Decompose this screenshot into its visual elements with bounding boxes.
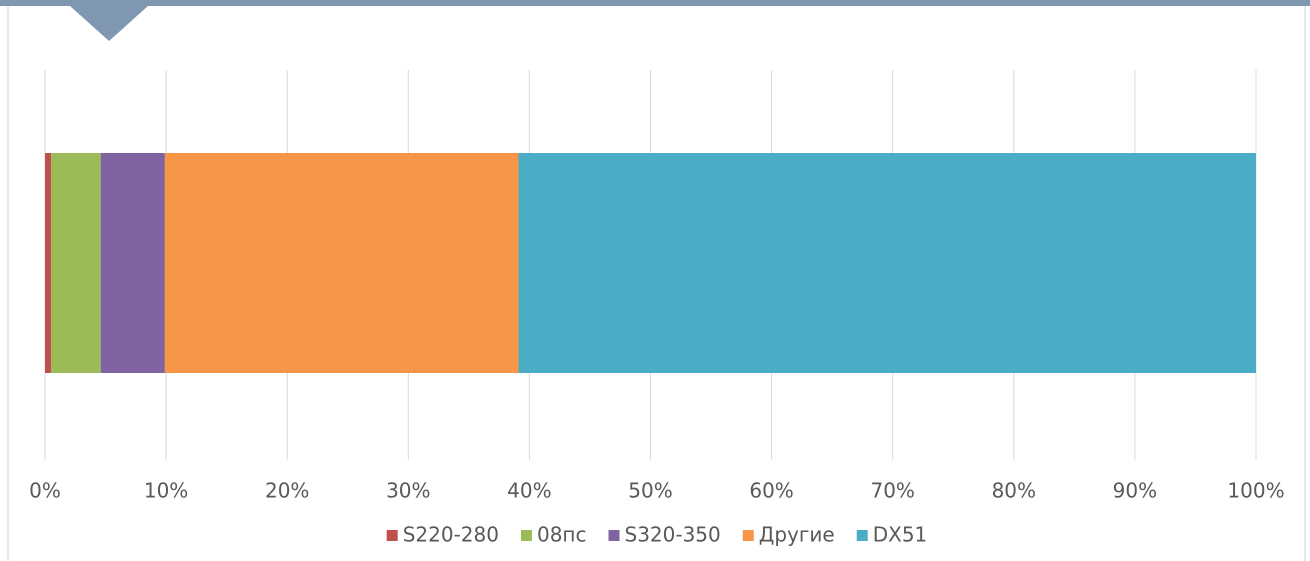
x-tick-label: 30%	[386, 479, 430, 503]
x-tick-label: 80%	[992, 479, 1036, 503]
legend-label: S220-280	[403, 523, 499, 547]
x-tick-label: 70%	[870, 479, 914, 503]
pointer	[70, 6, 148, 41]
legend-swatch	[856, 530, 868, 541]
legend-item: S320-350	[608, 523, 721, 547]
x-tick-label: 100%	[1227, 479, 1284, 503]
legend-item: Другие	[742, 523, 835, 547]
legend-item: DX51	[856, 523, 928, 547]
x-tick-label: 40%	[507, 479, 551, 503]
legend-label: Другие	[759, 523, 835, 547]
bar-segment	[45, 153, 52, 373]
legend-item: 08пс	[520, 523, 587, 547]
x-tick-label: 50%	[628, 479, 672, 503]
legend-label: 08пс	[537, 523, 587, 547]
bar-segment	[164, 153, 519, 373]
x-tick-label: 60%	[749, 479, 793, 503]
legend-swatch	[520, 530, 532, 541]
x-tick-label: 10%	[144, 479, 188, 503]
legend-label: DX51	[873, 523, 928, 547]
x-tick-label: 90%	[1113, 479, 1157, 503]
legend-swatch	[742, 530, 754, 541]
bar-segment	[100, 153, 165, 373]
bar-segment	[518, 153, 1256, 373]
legend-swatch	[608, 530, 620, 541]
legend-label: S320-350	[625, 523, 721, 547]
x-tick-label: 20%	[265, 479, 309, 503]
legend-swatch	[386, 530, 398, 541]
bar-segment	[51, 153, 101, 373]
legend-item: S220-280	[386, 523, 499, 547]
top-bar	[0, 0, 1310, 6]
x-tick-label: 0%	[29, 479, 61, 503]
